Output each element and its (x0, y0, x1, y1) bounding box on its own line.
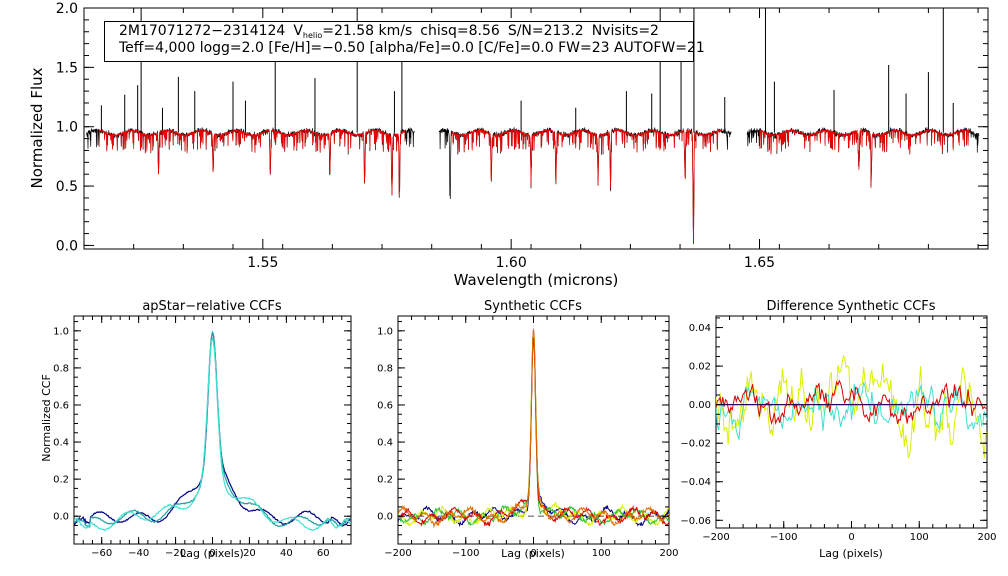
synthetic-ccf-xlabel: Lag (pixels) (501, 547, 565, 560)
x-tick-label: 200 (659, 548, 678, 559)
difference-ccf-lines (716, 354, 987, 459)
apstar-ccf-ticks: −60 −40 −20 0 20 40 60 0.0 0.2 0.4 0.6 0.8 1.0 (53, 316, 352, 559)
y-tick-label: 2.0 (56, 1, 78, 17)
y-tick-label: −0.02 (680, 439, 711, 450)
x-tick-label: −100 (452, 548, 479, 559)
spectrum-model-line (98, 128, 971, 245)
synthetic-ccf-series-3 (398, 337, 669, 527)
synthetic-ccf-title: Synthetic CCFs (484, 299, 582, 314)
x-tick-label: 100 (592, 548, 611, 559)
vhelio-subscript: helio (302, 31, 323, 40)
y-tick-label: −0.06 (680, 516, 711, 527)
y-tick-label: 0.6 (53, 400, 69, 411)
model-spectrum-chip (451, 128, 723, 245)
difference-ccf-series-0 (716, 354, 987, 459)
spectrum-ylabel: Normalized Flux (28, 67, 46, 188)
synthetic-ccf-series-4 (398, 328, 669, 529)
apstar-ccf-panel: −60 −40 −20 0 20 40 60 0.0 0.2 0.4 0.6 0.8 1.0 apSta… (40, 299, 352, 560)
vhelio-label: V (293, 23, 303, 39)
x-tick-label: 1.55 (247, 255, 278, 271)
y-tick-label: 0.02 (689, 362, 711, 373)
vhelio-value: =21.58 km/s (322, 23, 413, 39)
y-tick-label: −0.04 (680, 477, 711, 488)
x-tick-label: 1.65 (744, 255, 775, 271)
x-tick-label: 0 (530, 548, 536, 559)
x-tick-label: −40 (128, 548, 149, 559)
y-tick-label: 0.0 (53, 512, 69, 523)
apstar-ccf-series-1 (74, 330, 351, 528)
apstar-ccf-lines (74, 330, 351, 531)
y-tick-label: 0.0 (377, 512, 393, 523)
x-tick-label: 0 (209, 548, 215, 559)
x-tick-label: 60 (317, 548, 330, 559)
difference-ccf-ticks: −200 −100 0 100 200 −0.06 −0.04 −0.02 0.00 0.02 0.… (680, 316, 997, 543)
difference-ccf-series-1 (716, 382, 987, 440)
difference-ccf-panel: −200 −100 0 100 200 −0.06 −0.04 −0.02 0.00 0.02 0.… (680, 299, 996, 560)
y-tick-label: 0.4 (53, 438, 69, 449)
apstar-ccf-xlabel: Lag (pixels) (180, 547, 244, 560)
x-tick-label: −200 (702, 532, 729, 543)
info-line-1: 2M17071272−2314124 Vhelio=21.58 km/s chisq… (119, 23, 693, 40)
y-tick-label: 0.8 (377, 363, 393, 374)
snr-value: S/N=213.2 (507, 23, 584, 39)
difference-ccf-xlabel: Lag (pixels) (819, 547, 883, 560)
y-tick-label: 0.2 (377, 475, 393, 486)
spectrum-axes-frame (83, 7, 989, 250)
synthetic-ccf-ticks: −200 −100 0 100 200 0.0 0.2 0.4 0.6 0.8 1.0 (377, 316, 679, 559)
chisq-value: chisq=8.56 (420, 23, 500, 39)
apstar-ccf-series-2 (74, 337, 351, 531)
y-tick-label: 1.0 (56, 120, 78, 136)
y-tick-label: 0.04 (689, 323, 711, 334)
x-tick-label: 20 (243, 548, 256, 559)
x-tick-label: 40 (280, 548, 293, 559)
nvisits-value: Nvisits=2 (591, 23, 659, 39)
apstar-ccf-ylabel: Normalized CCF (40, 374, 53, 462)
x-tick-label: −200 (384, 548, 411, 559)
difference-ccf-series-2 (716, 379, 987, 426)
y-tick-label: 0.4 (377, 438, 393, 449)
apstar-ccf-title: apStar−relative CCFs (142, 299, 282, 314)
y-tick-label: 0.8 (53, 363, 69, 374)
difference-ccf-title: Difference Synthetic CCFs (766, 299, 935, 314)
spectrum-panel: 1.55 1.60 1.65 0.0 0.5 1.0 1.5 2.0 Wavelength (… (28, 1, 989, 289)
synthetic-ccf-panel: −200 −100 0 100 200 0.0 0.2 0.4 0.6 0.8 1.0 Synthe… (377, 299, 678, 560)
y-tick-label: 1.5 (56, 60, 78, 76)
y-tick-label: 0.5 (56, 179, 78, 195)
x-tick-label: −60 (91, 548, 112, 559)
x-tick-label: 1.60 (496, 255, 527, 271)
y-tick-label: 0.6 (377, 400, 393, 411)
y-tick-label: 0.00 (689, 400, 711, 411)
spectrum-x-ticks: 1.55 1.60 1.65 0.0 0.5 1.0 1.5 2.0 (56, 1, 988, 271)
synthetic-ccf-lines (398, 328, 669, 529)
y-tick-label: 0.2 (53, 475, 69, 486)
x-tick-label: 200 (977, 532, 996, 543)
spectrum-info-legend: 2M17071272−2314124 Vhelio=21.58 km/s chisq… (104, 21, 705, 62)
x-tick-label: −100 (770, 532, 797, 543)
y-tick-label: 1.0 (377, 326, 393, 337)
x-tick-label: 0 (848, 532, 854, 543)
info-line-2: Teff=4,000 logg=2.0 [Fe/H]=−0.50 [alpha/… (119, 40, 705, 56)
y-tick-label: 1.0 (53, 326, 69, 337)
x-tick-label: −20 (165, 548, 186, 559)
star-id: 2M17071272−2314124 (119, 23, 286, 39)
model-spectrum-chip (759, 128, 971, 188)
spectrum-xlabel: Wavelength (microns) (454, 271, 619, 289)
y-tick-label: 0.0 (56, 238, 78, 254)
model-spectrum-chip (98, 128, 406, 196)
x-tick-label: 100 (910, 532, 929, 543)
